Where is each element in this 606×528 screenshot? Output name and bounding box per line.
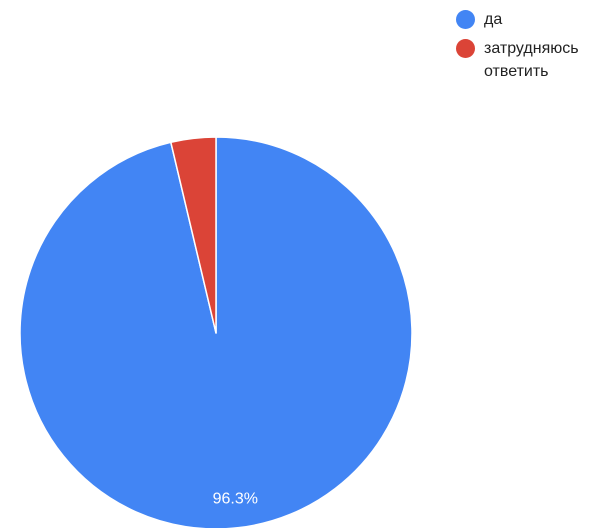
pie-slices xyxy=(19,136,413,528)
legend-swatch-da xyxy=(456,10,475,29)
legend-swatch-zatrudnyayus-otvetit xyxy=(456,39,475,58)
legend-item-zatrudnyayus-otvetit[interactable]: затрудняюсь ответить xyxy=(456,37,604,83)
chart-legend: да затрудняюсь ответить xyxy=(456,8,604,89)
pie-slice-1[interactable] xyxy=(170,136,217,334)
pie-data-label-0: 96.3% xyxy=(213,490,258,507)
pie-data-labels: 96.3% xyxy=(213,490,258,507)
legend-label-da: да xyxy=(484,11,503,28)
legend-item-da[interactable]: да xyxy=(456,8,604,31)
legend-label-zatrudnyayus-otvetit: затрудняюсь ответить xyxy=(484,40,579,80)
